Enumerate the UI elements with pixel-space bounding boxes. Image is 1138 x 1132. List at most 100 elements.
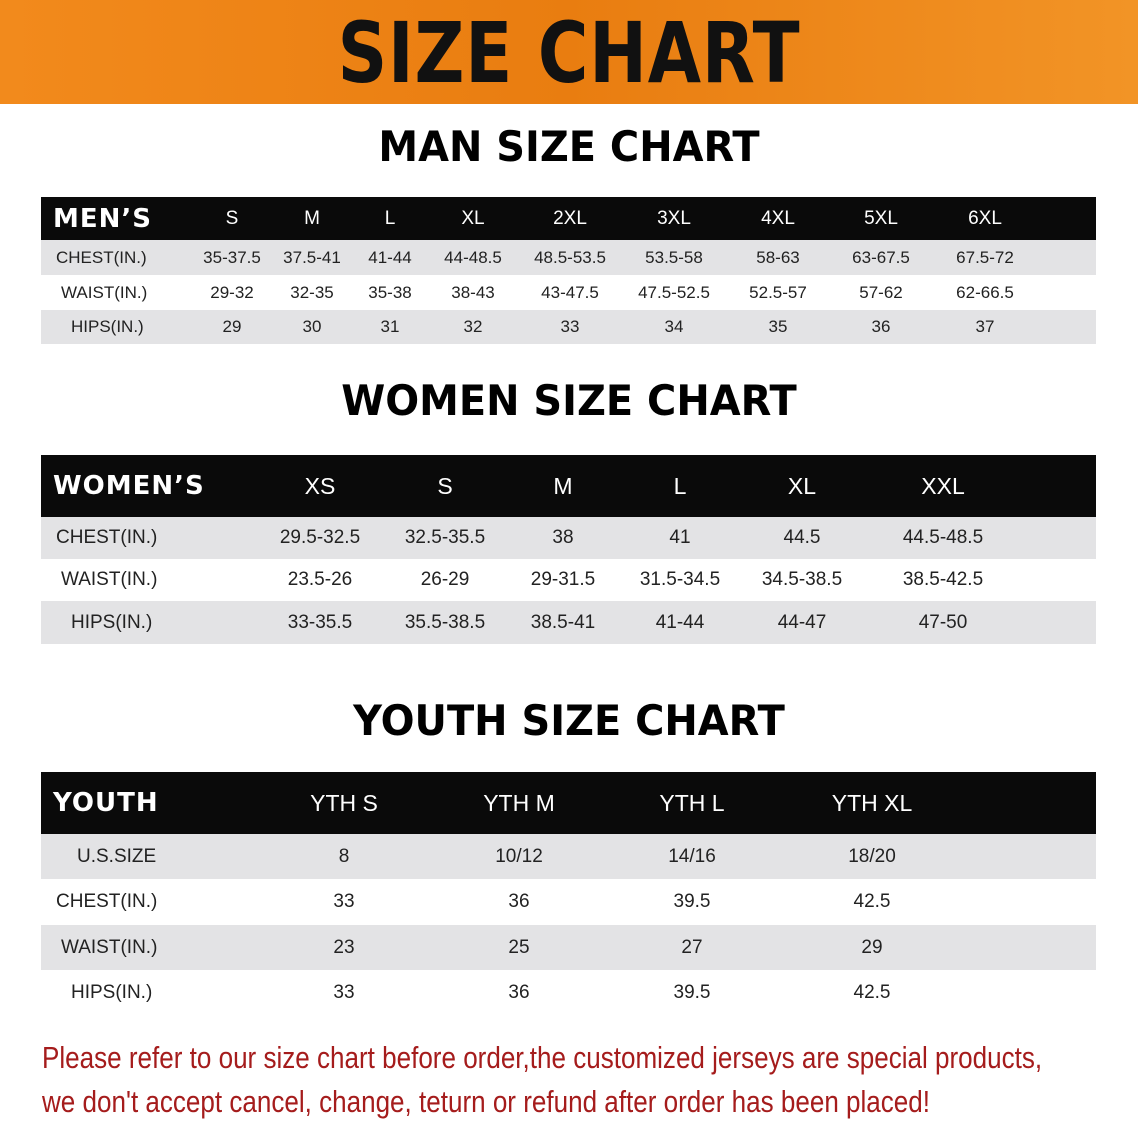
size-header-m: M	[553, 472, 573, 499]
table-cell: 42.5	[853, 891, 891, 912]
size-header-xl: XL	[787, 472, 817, 499]
table-row: CHEST(IN.) 35-37.5 37.5-41 41-44 44-48.5 48.5…	[41, 240, 1096, 275]
table-cell: 32	[463, 317, 483, 336]
size-header-xs: XS	[304, 472, 336, 499]
table-cell: 34	[664, 317, 684, 336]
size-header-xxl: XXL	[921, 472, 965, 499]
table-cell: 48.5-53.5	[534, 247, 606, 267]
table-cell: 14/16	[668, 845, 716, 867]
size-header-xl: XL	[461, 207, 485, 229]
women-header-label: WOMEN’S	[53, 471, 205, 501]
table-row: CHEST(IN.) 29.5-32.5 32.5-35.5 38 41 44.5 44.5…	[41, 517, 1096, 559]
table-cell: 57-62	[859, 282, 903, 302]
men-header-label: MEN’S	[53, 203, 152, 234]
size-header-6xl: 6XL	[968, 207, 1002, 229]
table-cell: 41-44	[655, 611, 705, 633]
table-cell: 67.5-72	[956, 247, 1014, 267]
row-label: WAIST(IN.)	[61, 282, 148, 302]
table-cell: 23	[333, 936, 355, 958]
table-cell: 47-50	[918, 611, 968, 633]
table-cell: 29	[861, 936, 883, 958]
table-cell: 38-43	[451, 282, 495, 302]
table-cell: 35.5-38.5	[404, 611, 486, 633]
table-cell: 33	[333, 891, 355, 912]
table-cell: 36	[871, 317, 891, 336]
table-row: CHEST(IN.) 33 36 39.5 42.5	[41, 879, 1096, 925]
table-cell: 39.5	[673, 891, 711, 912]
table-cell: 62-66.5	[956, 282, 1014, 302]
size-header-5xl: 5XL	[864, 207, 898, 229]
table-row: WAIST(IN.) 23 25 27 29	[41, 925, 1096, 970]
table-cell: 27	[681, 936, 703, 958]
row-label: CHEST(IN.)	[56, 527, 158, 548]
table-row: WAIST(IN.) 23.5-26 26-29 29-31.5 31.5-34.5 34…	[41, 559, 1096, 601]
row-label: CHEST(IN.)	[56, 247, 147, 267]
table-cell: 33	[560, 317, 580, 336]
table-cell: 29	[222, 317, 242, 336]
row-label: HIPS(IN.)	[71, 611, 153, 633]
table-cell: 33-35.5	[287, 611, 353, 633]
youth-section-title: YOUTH SIZE CHART	[353, 696, 785, 745]
table-cell: 34.5-38.5	[761, 569, 843, 590]
size-header-yth-l: YTH L	[659, 789, 725, 816]
youth-header-row: YOUTH YTH S YTH M YTH L YTH XL	[41, 772, 1096, 834]
table-row: WAIST(IN.) 29-32 32-35 35-38 38-43 43-47.5 47.…	[41, 275, 1096, 310]
table-cell: 10/12	[495, 845, 543, 867]
table-cell: 23.5-26	[287, 569, 353, 590]
table-cell: 44.5-48.5	[902, 527, 984, 548]
size-chart-banner: SIZE CHART	[0, 0, 1138, 104]
size-header-yth-xl: YTH XL	[831, 789, 913, 816]
table-cell: 41-44	[368, 247, 412, 267]
table-cell: 35-37.5	[203, 247, 261, 267]
table-cell: 52.5-57	[749, 282, 807, 302]
size-header-s: S	[225, 207, 239, 229]
size-header-yth-s: YTH S	[310, 789, 378, 816]
table-cell: 33	[333, 981, 355, 1003]
banner-title: SIZE CHART	[337, 4, 801, 102]
women-section-title: WOMEN SIZE CHART	[341, 376, 797, 425]
youth-size-table: YOUTH YTH S YTH M YTH L YTH XL U.S.SIZE 8 10/12…	[41, 772, 1096, 1015]
row-label: WAIST(IN.)	[61, 936, 158, 958]
row-label: HIPS(IN.)	[71, 317, 144, 336]
men-header-row: MEN’S S M L XL 2XL 3XL 4XL 5XL 6XL	[41, 197, 1096, 240]
table-cell: 32.5-35.5	[404, 527, 486, 548]
row-label: CHEST(IN.)	[56, 891, 158, 912]
table-cell: 31.5-34.5	[639, 569, 721, 590]
men-size-table: MEN’S S M L XL 2XL 3XL 4XL 5XL 6XL CHEST(IN.) 35-37…	[41, 197, 1096, 344]
table-cell: 31	[380, 317, 400, 336]
row-label: HIPS(IN.)	[71, 981, 153, 1003]
table-cell: 25	[508, 936, 530, 958]
table-cell: 44.5	[783, 527, 821, 548]
table-cell: 36	[508, 981, 530, 1003]
table-cell: 37	[975, 317, 995, 336]
table-cell: 30	[302, 317, 322, 336]
size-header-4xl: 4XL	[761, 207, 795, 229]
size-header-yth-m: YTH M	[483, 789, 555, 816]
size-header-l: L	[384, 207, 396, 229]
size-header-3xl: 3XL	[657, 207, 691, 229]
table-cell: 26-29	[420, 569, 470, 590]
table-cell: 38.5-41	[530, 611, 596, 633]
table-cell: 38	[552, 527, 574, 548]
women-size-table: WOMEN’S XS S M L XL XXL CHEST(IN.) 29.5-32.5 32.5…	[41, 455, 1096, 644]
order-policy-note: Please refer to our size chart before or…	[42, 1036, 1042, 1124]
table-cell: 29-32	[210, 282, 254, 302]
size-header-2xl: 2XL	[553, 207, 587, 229]
table-cell: 29-31.5	[530, 569, 596, 590]
table-cell: 42.5	[853, 981, 891, 1003]
table-cell: 38.5-42.5	[902, 569, 984, 590]
table-cell: 44-47	[777, 611, 827, 633]
table-cell: 29.5-32.5	[279, 527, 361, 548]
men-section-title: MAN SIZE CHART	[378, 122, 760, 171]
table-cell: 36	[508, 891, 530, 912]
table-row: HIPS(IN.) 33 36 39.5 42.5	[41, 970, 1096, 1015]
table-cell: 41	[669, 527, 691, 548]
table-row: HIPS(IN.) 33-35.5 35.5-38.5 38.5-41 41-44 44-…	[41, 601, 1096, 644]
table-cell: 8	[338, 845, 350, 867]
table-cell: 32-35	[290, 282, 334, 302]
row-label: WAIST(IN.)	[61, 569, 158, 590]
table-cell: 18/20	[848, 845, 896, 867]
table-cell: 35-38	[368, 282, 412, 302]
women-header-row: WOMEN’S XS S M L XL XXL	[41, 455, 1096, 517]
row-label: U.S.SIZE	[77, 845, 157, 867]
